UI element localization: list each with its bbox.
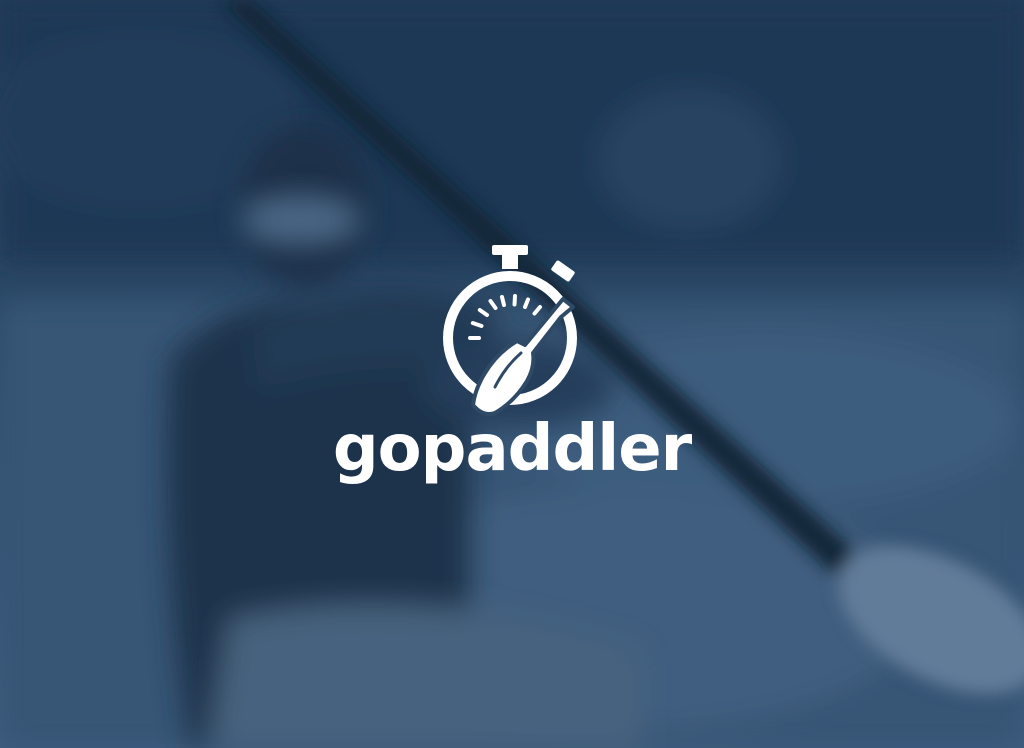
brand-wordmark: gopaddler (332, 412, 692, 486)
stopwatch-paddle-icon (443, 245, 577, 416)
gopaddler-logo: gopaddler (330, 240, 694, 500)
kayaker-figure (167, 125, 640, 748)
